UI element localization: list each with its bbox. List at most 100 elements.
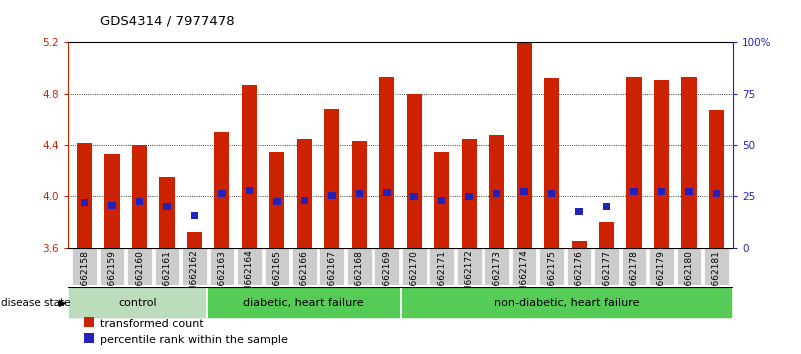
FancyBboxPatch shape	[72, 248, 97, 285]
FancyBboxPatch shape	[237, 248, 262, 285]
Bar	[135, 198, 143, 205]
Bar	[548, 190, 555, 198]
Bar	[324, 109, 340, 248]
FancyBboxPatch shape	[567, 248, 591, 285]
FancyBboxPatch shape	[594, 248, 619, 285]
Text: GSM662165: GSM662165	[272, 250, 281, 304]
Text: GSM662167: GSM662167	[328, 250, 336, 304]
FancyBboxPatch shape	[402, 248, 427, 285]
Text: non-diabetic, heart failure: non-diabetic, heart failure	[494, 298, 639, 308]
Text: GSM662159: GSM662159	[107, 250, 116, 304]
Text: GSM662160: GSM662160	[135, 250, 144, 304]
Bar	[572, 241, 586, 248]
Text: disease state: disease state	[1, 298, 70, 308]
Text: GSM662164: GSM662164	[245, 250, 254, 304]
Bar	[77, 143, 92, 248]
Text: GSM662168: GSM662168	[355, 250, 364, 304]
Bar	[300, 197, 308, 204]
Bar	[493, 190, 501, 198]
Bar	[465, 193, 473, 200]
Bar	[517, 41, 532, 248]
Bar	[658, 188, 666, 195]
Bar	[603, 203, 610, 210]
Bar	[461, 139, 477, 248]
FancyBboxPatch shape	[622, 248, 646, 285]
Text: GSM662180: GSM662180	[685, 250, 694, 304]
Text: GDS4314 / 7977478: GDS4314 / 7977478	[100, 14, 235, 27]
Bar	[383, 189, 391, 196]
Text: ▶: ▶	[59, 298, 66, 308]
Bar	[191, 212, 198, 219]
Bar	[630, 188, 638, 195]
FancyBboxPatch shape	[68, 287, 207, 319]
FancyBboxPatch shape	[400, 287, 733, 319]
FancyBboxPatch shape	[347, 248, 372, 285]
Bar	[108, 202, 116, 209]
Bar	[544, 79, 559, 248]
FancyBboxPatch shape	[155, 248, 179, 285]
FancyBboxPatch shape	[127, 248, 152, 285]
Bar	[626, 77, 642, 248]
Bar	[709, 110, 724, 248]
FancyBboxPatch shape	[677, 248, 702, 285]
Text: GSM662170: GSM662170	[410, 250, 419, 304]
Bar	[575, 209, 583, 215]
Bar	[713, 190, 720, 198]
Bar	[81, 199, 88, 206]
Text: GSM662169: GSM662169	[382, 250, 391, 304]
Text: GSM662178: GSM662178	[630, 250, 638, 304]
Text: GSM662162: GSM662162	[190, 250, 199, 304]
Bar	[163, 203, 171, 210]
Text: GSM662181: GSM662181	[712, 250, 721, 304]
Bar	[297, 139, 312, 248]
Text: GSM662172: GSM662172	[465, 250, 473, 304]
Text: GSM662163: GSM662163	[217, 250, 227, 304]
FancyBboxPatch shape	[320, 248, 344, 285]
Text: GSM662174: GSM662174	[520, 250, 529, 304]
Bar	[407, 94, 422, 248]
Text: control: control	[118, 298, 157, 308]
Text: percentile rank within the sample: percentile rank within the sample	[100, 335, 288, 344]
FancyBboxPatch shape	[99, 248, 124, 285]
Bar	[682, 77, 697, 248]
Text: GSM662176: GSM662176	[574, 250, 584, 304]
Text: transformed count: transformed count	[100, 319, 204, 329]
Bar	[159, 177, 175, 248]
Text: GSM662161: GSM662161	[163, 250, 171, 304]
Bar	[438, 197, 445, 204]
Text: GSM662171: GSM662171	[437, 250, 446, 304]
Bar	[104, 154, 119, 248]
Bar	[352, 141, 367, 248]
Bar	[246, 187, 253, 194]
Bar	[489, 135, 504, 248]
FancyBboxPatch shape	[485, 248, 509, 285]
Bar	[242, 85, 257, 248]
FancyBboxPatch shape	[182, 248, 207, 285]
Text: GSM662173: GSM662173	[492, 250, 501, 304]
Bar	[132, 145, 147, 248]
Bar	[328, 192, 336, 199]
Text: GSM662175: GSM662175	[547, 250, 556, 304]
Bar	[685, 188, 693, 195]
FancyBboxPatch shape	[457, 248, 481, 285]
FancyBboxPatch shape	[292, 248, 316, 285]
FancyBboxPatch shape	[374, 248, 399, 285]
FancyBboxPatch shape	[429, 248, 454, 285]
Bar	[599, 222, 614, 248]
Bar	[187, 232, 202, 248]
Text: GSM662166: GSM662166	[300, 250, 309, 304]
Bar	[379, 77, 394, 248]
Bar	[356, 190, 363, 198]
Bar	[273, 198, 280, 205]
FancyBboxPatch shape	[649, 248, 674, 285]
Text: GSM662179: GSM662179	[657, 250, 666, 304]
Bar	[434, 152, 449, 248]
Text: diabetic, heart failure: diabetic, heart failure	[244, 298, 364, 308]
Bar	[410, 193, 418, 200]
Bar	[218, 190, 226, 198]
FancyBboxPatch shape	[704, 248, 729, 285]
FancyBboxPatch shape	[539, 248, 564, 285]
Text: GSM662177: GSM662177	[602, 250, 611, 304]
FancyBboxPatch shape	[207, 287, 400, 319]
FancyBboxPatch shape	[512, 248, 537, 285]
